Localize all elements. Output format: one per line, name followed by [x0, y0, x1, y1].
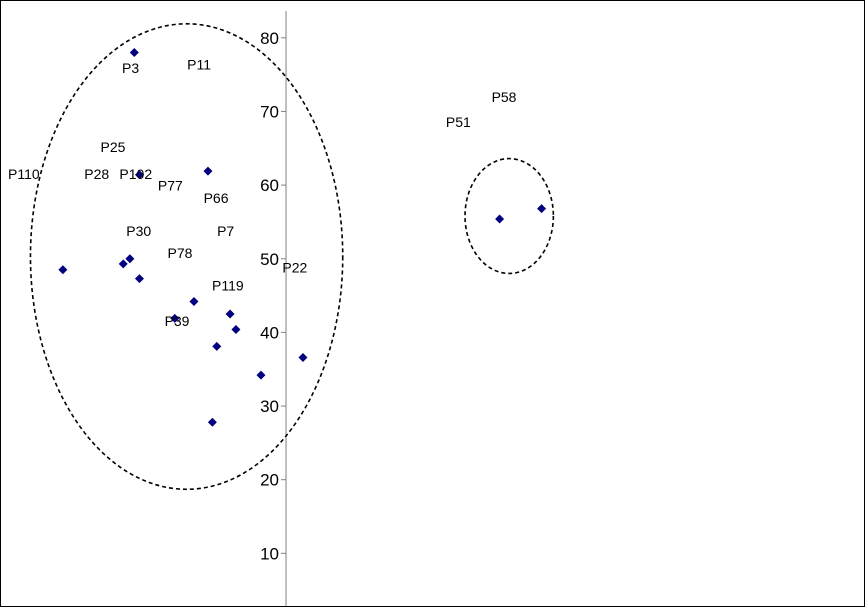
point-label: P3	[122, 60, 139, 76]
data-point	[134, 274, 144, 284]
data-point	[170, 313, 180, 323]
y-tick-label: 80	[260, 29, 279, 48]
data-point	[212, 341, 222, 351]
data-point	[118, 259, 128, 269]
point-label: P66	[204, 190, 229, 206]
data-point	[58, 265, 68, 275]
y-tick-label: 30	[260, 397, 279, 416]
point-label: P78	[168, 245, 193, 261]
y-tick-label: 40	[260, 323, 279, 342]
data-point	[225, 309, 235, 319]
y-tick-label: 20	[260, 471, 279, 490]
data-point	[134, 170, 144, 180]
point-label: P39	[165, 313, 190, 329]
point-label: P51	[446, 114, 471, 130]
point-label: P28	[84, 166, 109, 182]
y-tick-label: 50	[260, 250, 279, 269]
data-point	[129, 48, 139, 58]
data-point	[125, 254, 135, 264]
point-label: P11	[187, 56, 211, 72]
point-label: P110	[8, 166, 40, 182]
cluster-ellipse	[464, 157, 555, 275]
point-label: P77	[158, 177, 183, 193]
point-label: P58	[492, 89, 517, 105]
y-tick-label: 10	[260, 544, 279, 563]
point-label: P25	[100, 139, 125, 155]
y-tick-label: 60	[260, 176, 279, 195]
point-label: P119	[212, 277, 244, 293]
point-label: P30	[126, 223, 151, 239]
data-point	[189, 296, 199, 306]
data-point	[231, 324, 241, 334]
data-point	[203, 166, 213, 176]
cluster-ellipse	[29, 23, 344, 491]
data-point	[256, 370, 266, 380]
data-point	[537, 204, 547, 214]
data-point	[495, 214, 505, 224]
point-label: P102	[119, 166, 152, 182]
y-tick-label: 70	[260, 102, 279, 121]
data-point	[207, 417, 217, 427]
point-label: P7	[217, 223, 234, 239]
data-point	[298, 352, 308, 362]
point-label: P22	[282, 260, 307, 276]
